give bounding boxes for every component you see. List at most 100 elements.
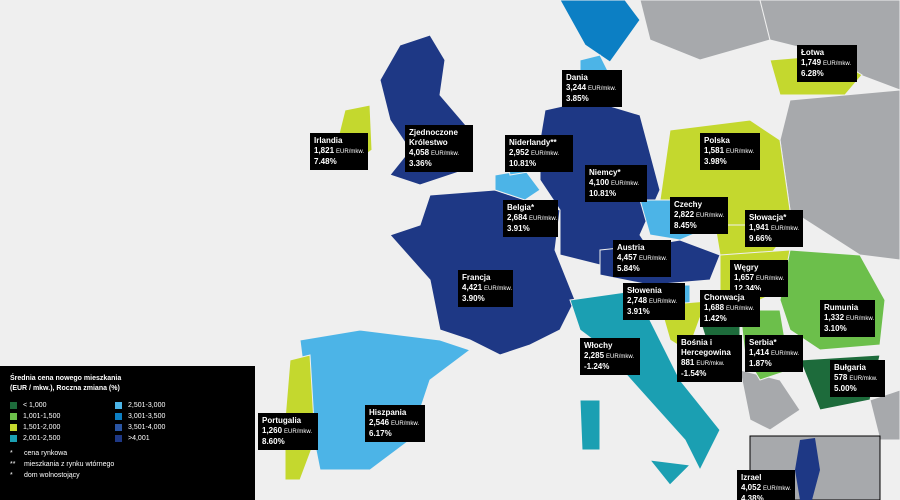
unit: EUR/mkw.	[336, 149, 365, 155]
country-name: Słowenia	[627, 286, 662, 295]
change: 3.10%	[824, 324, 847, 333]
change: 3.91%	[507, 224, 530, 233]
country-label: Dania 3,244 EUR/mkw. 3.85%	[562, 70, 622, 107]
note-symbol: **	[10, 461, 16, 468]
change: 10.81%	[509, 159, 537, 168]
note-text: cena rynkowa	[24, 450, 68, 457]
country-name: Dania	[566, 73, 588, 82]
legend-label: >4,001	[128, 435, 150, 442]
legend-swatch	[10, 424, 17, 431]
legend-swatch	[10, 402, 17, 409]
unit: EUR/mkw.	[391, 421, 420, 427]
country-name: Łotwa	[801, 48, 825, 57]
other-land	[739, 369, 801, 431]
price: 1,332	[824, 313, 845, 322]
legend-note: ** mieszkania z rynku wtórnego	[10, 461, 245, 468]
legend-swatch	[115, 424, 122, 431]
unit: EUR/mkw.	[726, 149, 755, 155]
price: 1,941	[749, 223, 770, 232]
price-line: 1,260 EUR/mkw.	[262, 426, 314, 437]
legend-label: 2,001-2,500	[23, 435, 61, 442]
country-name: Bośnia i Hercegowina	[681, 338, 731, 357]
country-label: Słowacja* 1,941 EUR/mkw. 9.66%	[745, 210, 803, 247]
unit: EUR/mkw.	[531, 151, 560, 157]
country-label: Serbia* 1,414 EUR/mkw. 1.87%	[745, 335, 803, 372]
price-line: 2,748 EUR/mkw.	[627, 296, 681, 307]
legend-items: < 1,000 2,501-3,000 1,001-1,500 3,001-3,500…	[10, 402, 245, 442]
price-line: 1,332 EUR/mkw.	[824, 313, 874, 324]
price-line: 2,684 EUR/mkw.	[507, 213, 558, 224]
country-name: Włochy	[584, 341, 613, 350]
price-line: 2,822 EUR/mkw.	[674, 210, 724, 221]
change: 9.66%	[749, 234, 772, 243]
price-line: 1,749 EUR/mkw.	[801, 58, 853, 69]
price: 578	[834, 373, 848, 382]
country-label: Słowenia 2,748 EUR/mkw. 3.91%	[623, 283, 685, 320]
legend-swatch	[115, 402, 122, 409]
country-label: Francja 4,421 EUR/mkw. 3.90%	[458, 270, 513, 307]
legend-item: 3,501-4,000	[115, 424, 220, 431]
country-label: Włochy 2,285 EUR/mkw. -1.24%	[580, 338, 640, 375]
country-label: Zjednoczone Królestwo 4,058 EUR/mkw. 3.36%	[405, 125, 473, 172]
country-label: Łotwa 1,749 EUR/mkw. 6.28%	[797, 45, 857, 82]
change: 7.48%	[314, 157, 337, 166]
price: 3,244	[566, 83, 587, 92]
country-name: Hiszpania	[369, 408, 407, 417]
price: 2,546	[369, 418, 390, 427]
price: 881	[681, 358, 695, 367]
change: 12.34%	[734, 284, 762, 293]
country-name: Belgia*	[507, 203, 535, 212]
unit: EUR/mkw.	[611, 181, 640, 187]
price: 2,285	[584, 351, 605, 360]
price-line: 3,244 EUR/mkw.	[566, 83, 618, 94]
country-name: Francja	[462, 273, 491, 282]
price-line: 2,546 EUR/mkw.	[369, 418, 421, 429]
unit: EUR/mkw.	[529, 216, 558, 222]
unit: EUR/mkw.	[696, 213, 725, 219]
legend-label: 2,501-3,000	[128, 402, 166, 409]
price-line: 2,285 EUR/mkw.	[584, 351, 636, 362]
country-label: Austria 4,457 EUR/mkw. 5.84%	[613, 240, 671, 277]
price-line: 4,457 EUR/mkw.	[617, 253, 667, 264]
unit: EUR/mkw.	[606, 354, 635, 360]
country-label: Irlandia 1,821 EUR/mkw. 7.48%	[310, 133, 368, 170]
legend-label: 3,501-4,000	[128, 424, 166, 431]
price: 2,822	[674, 210, 695, 219]
unit: EUR/mkw.	[639, 256, 668, 262]
change: 10.81%	[589, 189, 617, 198]
country-label: Rumunia 1,332 EUR/mkw. 3.10%	[820, 300, 875, 337]
country-name: Irlandia	[314, 136, 343, 145]
legend-item: 3,001-3,500	[115, 413, 220, 420]
unit: EUR/mkw.	[849, 376, 878, 382]
price-line: 4,052 EUR/mkw.	[741, 483, 791, 494]
legend-item: 1,501-2,000	[10, 424, 115, 431]
unit: EUR/mkw.	[284, 429, 313, 435]
price-line: 1,657 EUR/mkw.	[734, 273, 784, 284]
legend-note: * cena rynkowa	[10, 450, 245, 457]
legend-swatch	[115, 413, 122, 420]
price: 1,260	[262, 426, 283, 435]
note-symbol: *	[10, 472, 13, 479]
country-label: Belgia* 2,684 EUR/mkw. 3.91%	[503, 200, 558, 237]
price-line: 4,421 EUR/mkw.	[462, 283, 512, 294]
country-name: Niemcy*	[589, 168, 621, 177]
other-land	[869, 389, 900, 441]
change: 3.90%	[462, 294, 485, 303]
country-label: Czechy 2,822 EUR/mkw. 8.45%	[670, 197, 728, 234]
price: 1,657	[734, 273, 755, 282]
price-line: 1,581 EUR/mkw.	[704, 146, 756, 157]
country-label: Chorwacja 1,688 EUR/mkw. 1.42%	[700, 290, 760, 327]
price-line: 1,414 EUR/mkw.	[749, 348, 799, 359]
price: 4,457	[617, 253, 638, 262]
price-line: 2,952 EUR/mkw.	[509, 148, 569, 159]
unit: EUR/mkw.	[823, 61, 852, 67]
legend-notes: * cena rynkowa ** mieszkania z rynku wtórne…	[10, 450, 245, 479]
country-label: Niderlandy** 2,952 EUR/mkw. 10.81%	[505, 135, 573, 172]
country-name: Węgry	[734, 263, 759, 272]
unit: EUR/mkw.	[763, 486, 792, 492]
change: 5.00%	[834, 384, 857, 393]
legend-note: * dom wolnostojący	[10, 472, 245, 479]
unit: EUR/mkw.	[588, 86, 617, 92]
unit: EUR/mkw.	[649, 299, 678, 305]
country	[795, 438, 820, 500]
